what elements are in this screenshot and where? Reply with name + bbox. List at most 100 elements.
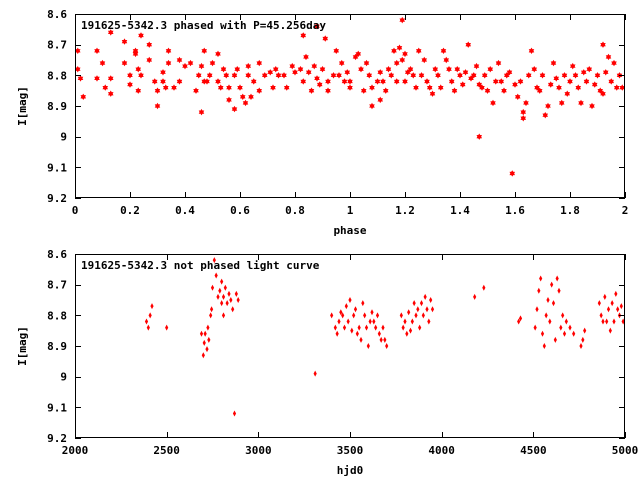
data-point xyxy=(388,72,395,79)
data-point xyxy=(594,72,601,79)
data-point xyxy=(160,78,166,85)
data-point xyxy=(608,78,615,85)
x-tick-label: 4500 xyxy=(520,444,547,457)
data-point xyxy=(281,72,287,79)
data-point xyxy=(187,59,194,67)
data-point xyxy=(586,66,593,73)
y-tick-label: 8.7 xyxy=(47,279,67,292)
data-point xyxy=(350,327,354,334)
data-point xyxy=(261,72,268,79)
data-point xyxy=(151,78,158,85)
data-point xyxy=(535,306,539,313)
data-point xyxy=(223,72,230,79)
data-point xyxy=(165,47,172,54)
data-point xyxy=(127,81,133,88)
data-point xyxy=(610,300,614,307)
data-point xyxy=(482,284,486,291)
data-point xyxy=(518,315,523,322)
data-point xyxy=(202,339,206,346)
data-point xyxy=(580,69,587,76)
data-point xyxy=(601,318,605,325)
data-point xyxy=(229,297,233,303)
data-point xyxy=(533,324,537,331)
data-point xyxy=(148,312,152,319)
data-point xyxy=(150,303,154,310)
data-point xyxy=(353,306,358,313)
data-point xyxy=(506,69,513,76)
data-point xyxy=(256,59,263,67)
data-point xyxy=(369,102,375,110)
data-point xyxy=(121,38,128,45)
data-point xyxy=(374,78,381,85)
data-point xyxy=(248,93,254,100)
data-point xyxy=(369,84,375,91)
x-tick-label: 4000 xyxy=(428,444,455,457)
data-point xyxy=(542,112,549,119)
data-point xyxy=(341,78,348,85)
data-point xyxy=(415,47,422,54)
data-point xyxy=(215,50,221,58)
data-point xyxy=(135,66,142,73)
data-point xyxy=(267,69,274,76)
x-tick-label: 0.2 xyxy=(120,204,140,217)
data-point xyxy=(410,318,414,325)
data-point xyxy=(375,312,380,319)
data-point xyxy=(127,72,133,79)
data-point xyxy=(220,66,227,73)
phased-light-curve-panel: 0 0.2 0.4 0.6 0.8 1 1.2 1.4 1.6 1.8 2 8.6 8.7 8.8 8.9 9… xyxy=(16,8,628,237)
data-point xyxy=(107,90,114,97)
data-point xyxy=(564,318,568,325)
data-point xyxy=(316,81,323,88)
x-tick-label: 2000 xyxy=(62,444,89,457)
data-point xyxy=(201,352,205,359)
data-point xyxy=(176,56,183,64)
data-point xyxy=(550,59,557,67)
data-point xyxy=(225,300,229,307)
data-point xyxy=(313,370,317,377)
chart-title: 191625-5342.3 phased with P=45.256day xyxy=(81,19,326,32)
data-point xyxy=(231,306,235,313)
data-point xyxy=(613,84,620,91)
data-point xyxy=(402,78,408,85)
plot-frame xyxy=(75,254,625,438)
data-point xyxy=(399,56,406,64)
data-point xyxy=(94,47,100,54)
data-point xyxy=(393,59,400,67)
data-point xyxy=(227,290,231,297)
data-point xyxy=(363,59,370,67)
data-point xyxy=(540,330,545,337)
data-point xyxy=(498,78,505,85)
data-point xyxy=(283,84,290,91)
data-point xyxy=(236,297,240,303)
x-axis-label: phase xyxy=(333,224,366,237)
data-point xyxy=(344,69,351,76)
data-point xyxy=(361,300,365,307)
data-point xyxy=(603,293,607,300)
data-point xyxy=(231,105,238,113)
data-point xyxy=(364,324,369,331)
data-point xyxy=(600,90,606,97)
data-point xyxy=(372,318,376,325)
data-point xyxy=(418,324,422,331)
data-point xyxy=(616,306,620,313)
data-point xyxy=(214,272,218,279)
data-point xyxy=(553,336,557,343)
data-point xyxy=(536,87,543,94)
data-point xyxy=(234,66,241,73)
data-point xyxy=(204,78,210,85)
data-point xyxy=(221,293,226,300)
data-point xyxy=(221,312,226,319)
x-tick-label: 1.6 xyxy=(505,204,525,217)
data-point xyxy=(621,318,625,325)
data-point xyxy=(363,312,367,319)
data-point xyxy=(146,41,153,48)
data-point xyxy=(215,78,221,85)
x-tick-label: 1 xyxy=(347,204,354,217)
data-point xyxy=(520,108,527,116)
data-point xyxy=(539,72,546,79)
data-point xyxy=(517,78,524,85)
chart-title: 191625-5342.3 not phased light curve xyxy=(81,259,320,272)
data-point xyxy=(408,327,413,334)
data-point xyxy=(333,324,337,331)
data-point xyxy=(612,318,616,325)
